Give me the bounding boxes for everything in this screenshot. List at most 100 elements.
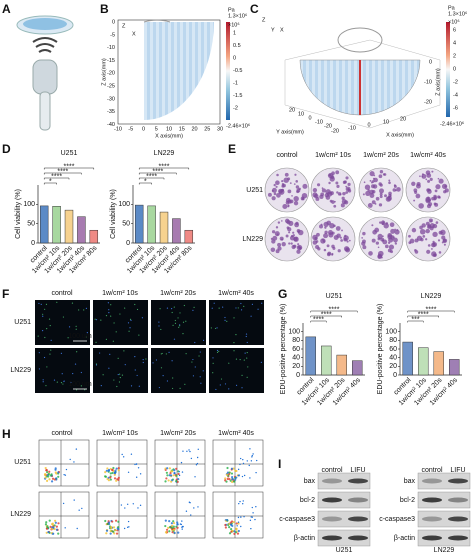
event-dot — [229, 521, 232, 524]
y-axis-label: Cell viability (%) — [15, 189, 22, 239]
nucleus — [179, 312, 181, 314]
y-axis-label: EDU-positive percentage (%) — [377, 304, 384, 395]
colony — [288, 242, 291, 245]
bar — [433, 351, 444, 376]
colony — [425, 228, 430, 234]
nucleus — [194, 366, 196, 368]
simulation-3d — [284, 22, 450, 129]
event-dot — [52, 532, 55, 535]
colorbar-tick: -1.5 — [233, 93, 242, 99]
y-axis-label: EDU-positive percentage (%) — [280, 304, 287, 395]
colony-dish — [405, 216, 451, 262]
significance-label: **** — [57, 169, 68, 176]
event-dot — [230, 527, 233, 531]
nucleus — [192, 358, 194, 361]
event-dot — [235, 522, 238, 525]
event-dot — [106, 522, 109, 526]
colony — [427, 179, 431, 183]
event-dot — [164, 467, 167, 470]
significance-bracket — [43, 177, 70, 180]
nucleus — [49, 353, 51, 355]
nucleus — [83, 309, 85, 311]
nucleus — [60, 381, 63, 384]
blot-band — [448, 497, 468, 503]
event-dot — [165, 471, 168, 474]
nucleus — [241, 387, 243, 389]
event-dot — [47, 530, 50, 534]
significance-label: * — [144, 179, 147, 186]
colony — [286, 226, 290, 230]
event-dot — [165, 528, 169, 531]
event-dot — [111, 468, 114, 472]
event-dot — [57, 532, 60, 535]
event-dot — [104, 475, 108, 478]
colony — [379, 188, 384, 194]
nucleus — [134, 303, 136, 306]
fluorescence-image — [35, 348, 90, 393]
x-tick-label: -20 — [331, 128, 339, 134]
chart-title: U251 — [61, 150, 78, 157]
colony — [301, 192, 308, 199]
event-dot — [166, 467, 169, 470]
event-dot — [175, 474, 178, 477]
scale-bar-label: 100 um — [68, 333, 92, 340]
colony — [335, 170, 340, 175]
event-dot — [171, 524, 174, 528]
event-dot — [239, 457, 242, 460]
significance-label: **** — [313, 317, 324, 324]
blot-band — [448, 516, 468, 522]
event-dot — [45, 469, 48, 472]
y-tick-label: 100 — [288, 329, 300, 336]
nucleus — [212, 362, 214, 364]
event-dot — [252, 512, 254, 514]
column-label: control — [51, 430, 72, 437]
nucleus — [212, 357, 214, 359]
flow-plot — [38, 439, 90, 487]
bar — [449, 359, 460, 376]
colony — [378, 203, 383, 207]
colony — [293, 196, 299, 202]
flow-plot — [38, 491, 90, 539]
colony — [346, 240, 349, 243]
bar — [352, 360, 363, 376]
colony — [382, 235, 384, 238]
y-tick-label: 60 — [389, 346, 397, 353]
nucleus — [110, 304, 112, 306]
event-dot — [105, 529, 109, 532]
colorbar-tick: 0 — [453, 66, 456, 72]
column-label: 1w/cm² 20s — [160, 290, 196, 297]
nucleus — [168, 351, 170, 353]
colony — [321, 187, 324, 189]
colony — [295, 180, 299, 183]
significance-label: **** — [321, 312, 332, 319]
event-dot — [46, 471, 49, 474]
nucleus — [119, 376, 121, 379]
colony — [340, 239, 343, 242]
colony — [328, 181, 331, 185]
bar — [89, 229, 99, 244]
blot-band — [348, 516, 368, 522]
event-dot — [168, 520, 171, 523]
event-dot — [230, 467, 234, 470]
row-label: U251 — [14, 319, 31, 326]
nucleus — [119, 313, 121, 315]
event-dot — [249, 477, 251, 479]
nucleus — [214, 327, 217, 330]
event-dot — [228, 532, 232, 535]
protein-label: c-caspase3 — [279, 516, 315, 523]
nucleus — [216, 349, 219, 352]
colony — [421, 173, 427, 179]
fluorescence-image — [209, 348, 264, 393]
panel-letter: H — [2, 427, 11, 441]
colony — [388, 181, 391, 185]
event-dot — [48, 470, 51, 473]
colony — [369, 189, 375, 195]
nucleus — [49, 324, 51, 327]
event-dot — [254, 518, 256, 521]
nucleus — [130, 319, 132, 321]
colony — [388, 244, 395, 250]
nucleus — [218, 307, 220, 309]
event-dot — [236, 532, 240, 535]
colony — [283, 177, 289, 183]
event-dot — [128, 526, 130, 528]
